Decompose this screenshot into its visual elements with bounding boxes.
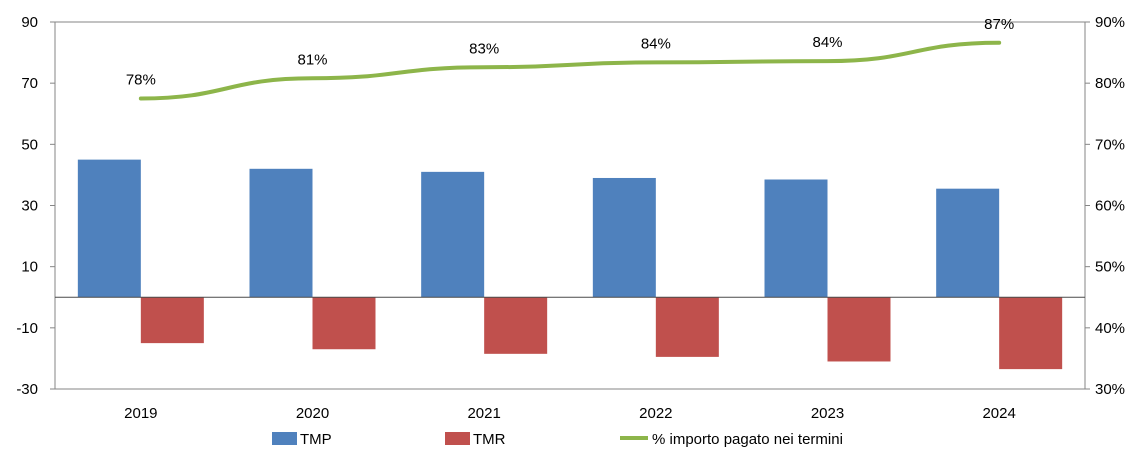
legend-swatch-tmr [445, 432, 470, 445]
x-tick-label: 2019 [124, 405, 157, 422]
x-tick-label: 2020 [296, 405, 329, 422]
legend-label-tmr: TMR [473, 431, 506, 448]
legend-label-pct: % importo pagato nei termini [652, 431, 843, 448]
pct-data-label: 84% [641, 35, 671, 52]
y-right-tick-label: 30% [1095, 381, 1125, 398]
y-right-tick-label: 80% [1095, 75, 1125, 92]
pct-data-label: 83% [469, 40, 499, 57]
tmr-bar [655, 297, 719, 357]
pct-data-label: 84% [812, 34, 842, 51]
y-right-tick-label: 70% [1095, 136, 1125, 153]
y-right-tick-label: 90% [1095, 14, 1125, 31]
pct-line [138, 40, 1002, 101]
tmr-bar [827, 297, 891, 362]
y-left-tick-label: 10 [21, 259, 38, 276]
tmr-bar [484, 297, 548, 354]
y-right-tick-label: 40% [1095, 320, 1125, 337]
plot-area [54, 21, 1086, 390]
tmp-bar [764, 179, 828, 298]
pct-data-label: 78% [126, 71, 156, 88]
x-tick-label: 2023 [811, 405, 844, 422]
legend-label-tmp: TMP [300, 431, 332, 448]
tmp-bar [77, 159, 141, 298]
x-tick-label: 2024 [982, 405, 1015, 422]
tmr-bar [999, 297, 1063, 370]
y-left-tick-label: 50 [21, 136, 38, 153]
x-tick-label: 2021 [467, 405, 500, 422]
legend-swatch-tmp [272, 432, 297, 445]
y-left-tick-label: 90 [21, 14, 38, 31]
pct-data-label: 87% [984, 16, 1014, 33]
pct-data-label: 81% [297, 51, 327, 68]
y-left-tick-label: -10 [16, 320, 38, 337]
x-tick-label: 2022 [639, 405, 672, 422]
tmp-bar [592, 177, 656, 298]
tmp-bar [421, 171, 485, 298]
tmr-bar [312, 297, 376, 350]
y-left-tick-label: 30 [21, 198, 38, 215]
y-left-tick-label: 70 [21, 75, 38, 92]
tmr-bar [140, 297, 204, 344]
tmp-bar [249, 168, 313, 298]
tmp-bar [936, 188, 1000, 298]
y-right-tick-label: 50% [1095, 259, 1125, 276]
y-left-tick-label: -30 [16, 381, 38, 398]
y-right-tick-label: 60% [1095, 198, 1125, 215]
